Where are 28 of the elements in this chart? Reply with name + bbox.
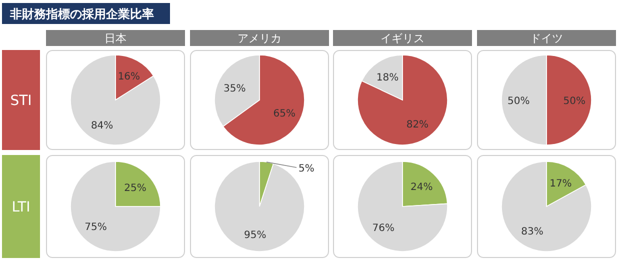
- pie-slice: [357, 54, 448, 146]
- pie-slice: [501, 161, 592, 252]
- data-label: 5%: [298, 164, 314, 174]
- pie-slice: [357, 161, 448, 252]
- data-label: 50%: [507, 96, 530, 107]
- chart-title: イギリス: [380, 32, 424, 45]
- data-label: 18%: [376, 72, 399, 84]
- data-label: 25%: [124, 182, 146, 194]
- data-label: 35%: [224, 83, 246, 94]
- data-label: 17%: [550, 178, 572, 190]
- pie-slice: [70, 161, 161, 252]
- text: LTI: [12, 200, 30, 216]
- data-label: 76%: [372, 222, 395, 234]
- chart-title: ドイツ: [530, 32, 563, 45]
- data-label: 50%: [563, 96, 586, 107]
- data-label: 83%: [521, 226, 544, 238]
- pie-slice: [70, 54, 161, 146]
- data-label: 65%: [273, 108, 296, 120]
- text: 非財務指標の採用企業比率: [9, 7, 154, 21]
- data-label: 82%: [406, 120, 429, 131]
- chart-title: アメリカ: [238, 32, 282, 45]
- data-label: 75%: [84, 222, 107, 234]
- text: STI: [10, 93, 32, 109]
- data-label: 16%: [118, 72, 140, 83]
- data-label: 84%: [90, 120, 114, 132]
- chart-title: 日本: [104, 32, 126, 45]
- data-label: 24%: [410, 182, 433, 194]
- data-label: 95%: [244, 230, 266, 242]
